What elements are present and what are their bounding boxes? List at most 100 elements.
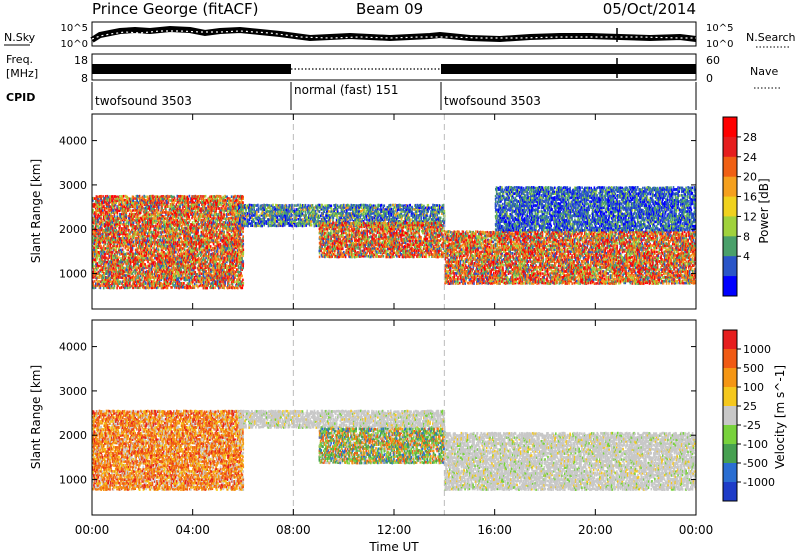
power-cell	[197, 195, 200, 198]
power-cell	[95, 210, 98, 214]
power-cell	[104, 256, 106, 259]
power-cell	[180, 281, 182, 285]
power-cell	[157, 228, 160, 232]
power-cell	[121, 243, 124, 246]
power-cell	[101, 280, 103, 283]
power-cell	[140, 230, 143, 234]
power-cell	[161, 252, 163, 255]
power-cell	[177, 264, 180, 268]
power-cell	[123, 205, 126, 208]
power-cell	[111, 203, 113, 207]
power-cell	[96, 232, 98, 236]
power-cell	[114, 245, 117, 248]
power-cell	[170, 236, 172, 240]
power-cell	[161, 286, 164, 290]
power-cell	[114, 225, 117, 228]
power-cell	[172, 222, 174, 226]
power-cell	[155, 203, 158, 207]
power-cell	[130, 248, 132, 251]
power-cell	[132, 195, 135, 199]
power-cell	[102, 260, 105, 263]
power-cell	[165, 278, 168, 282]
power-cell	[129, 238, 131, 242]
power-cell	[181, 231, 183, 234]
power-cell	[122, 266, 125, 270]
power-cell	[165, 286, 168, 290]
power-cell	[107, 205, 110, 209]
power-cell	[92, 208, 94, 212]
power-cell	[139, 246, 142, 250]
power-cell	[93, 219, 95, 222]
power-cell	[127, 241, 130, 244]
power-cell	[99, 216, 101, 220]
power-cell	[164, 230, 166, 234]
power-cell	[137, 282, 140, 285]
power-cell	[136, 199, 138, 203]
power-cell	[116, 282, 118, 285]
power-cell	[152, 276, 154, 279]
power-cell	[176, 207, 179, 210]
power-cell	[173, 232, 175, 236]
power-cell	[145, 258, 147, 261]
power-cell	[153, 216, 155, 220]
power-cell	[108, 281, 110, 285]
power-cell	[176, 219, 179, 222]
power-cell	[174, 219, 177, 222]
power-cell	[159, 272, 162, 275]
power-cell	[120, 221, 122, 224]
power-cell	[105, 234, 108, 238]
power-cell	[111, 197, 113, 200]
power-cell	[120, 207, 122, 210]
power-cell	[125, 280, 128, 284]
power-cell	[128, 199, 130, 203]
power-cell	[127, 234, 129, 238]
power-cell	[171, 258, 173, 261]
power-cell	[157, 226, 159, 230]
power-cell	[134, 268, 136, 272]
power-cell	[95, 205, 97, 209]
power-cell	[161, 265, 163, 268]
power-cell	[175, 274, 178, 278]
power-cell	[101, 270, 103, 274]
power-cell	[165, 271, 168, 274]
power-cell	[160, 254, 162, 257]
power-cell	[123, 253, 126, 256]
power-cell	[152, 194, 154, 198]
power-cell	[100, 244, 102, 248]
power-cell	[138, 260, 141, 263]
power-cell	[168, 240, 171, 244]
power-cell	[136, 201, 138, 204]
power-cell	[181, 232, 183, 236]
power-cell	[118, 264, 120, 267]
power-cell	[94, 219, 97, 222]
power-cell	[107, 278, 110, 281]
power-cell	[107, 266, 109, 270]
power-cell	[148, 199, 151, 202]
power-cell	[111, 257, 113, 260]
power-cell	[167, 242, 170, 246]
power-cell	[126, 268, 128, 272]
power-cell	[155, 214, 157, 218]
power-cell	[115, 268, 117, 272]
power-cell	[165, 219, 168, 222]
power-cell	[113, 226, 115, 230]
power-cell	[146, 224, 148, 228]
power-cell	[117, 237, 119, 240]
power-cell	[109, 225, 111, 228]
power-cell	[122, 236, 125, 240]
power-cell	[157, 217, 160, 220]
power-cell	[150, 204, 153, 208]
power-cell	[128, 270, 130, 274]
power-cell	[141, 203, 144, 207]
power-cell	[151, 222, 154, 226]
power-cell	[151, 211, 154, 215]
power-cell	[141, 198, 144, 202]
power-cell	[152, 268, 154, 271]
power-cell	[94, 231, 97, 234]
power-cell	[156, 269, 159, 272]
power-cell	[124, 225, 126, 228]
power-cell	[134, 242, 136, 246]
power-cell	[114, 282, 117, 285]
power-cell	[138, 222, 140, 226]
noise-right-tick-bottom: 10^0	[706, 39, 733, 50]
